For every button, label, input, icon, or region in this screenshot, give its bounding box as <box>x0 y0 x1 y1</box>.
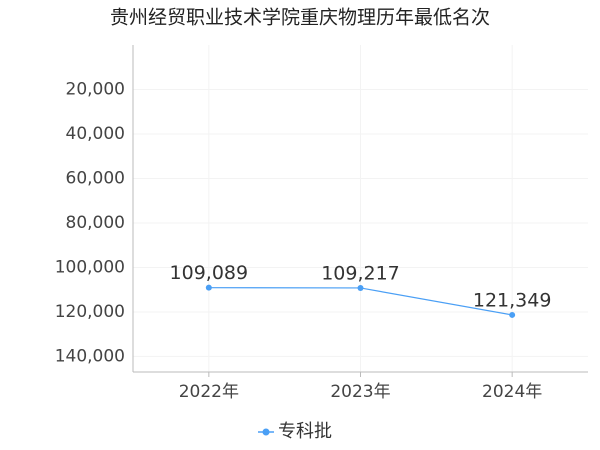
y-tick-label: 140,000 <box>55 346 125 366</box>
legend-label: 专科批 <box>278 421 332 442</box>
y-tick-label: 100,000 <box>55 257 125 277</box>
x-tick-label: 2024年 <box>482 382 542 402</box>
point <box>509 311 516 318</box>
data-label: 109,089 <box>170 262 249 284</box>
point <box>205 284 212 291</box>
data-label: 109,217 <box>321 262 400 284</box>
chart-title: 贵州经贸职业技术学院重庆物理历年最低名次 <box>110 7 490 29</box>
point <box>357 284 364 291</box>
y-tick-label: 80,000 <box>66 213 125 233</box>
y-tick-label: 40,000 <box>66 124 125 144</box>
y-tick-label: 20,000 <box>66 79 125 99</box>
y-tick-label: 120,000 <box>55 302 125 322</box>
x-tick-label: 2022年 <box>179 382 239 402</box>
legend-marker <box>262 428 270 436</box>
y-tick-label: 60,000 <box>66 168 125 188</box>
x-tick-label: 2023年 <box>330 382 390 402</box>
data-label: 121,349 <box>473 289 552 311</box>
